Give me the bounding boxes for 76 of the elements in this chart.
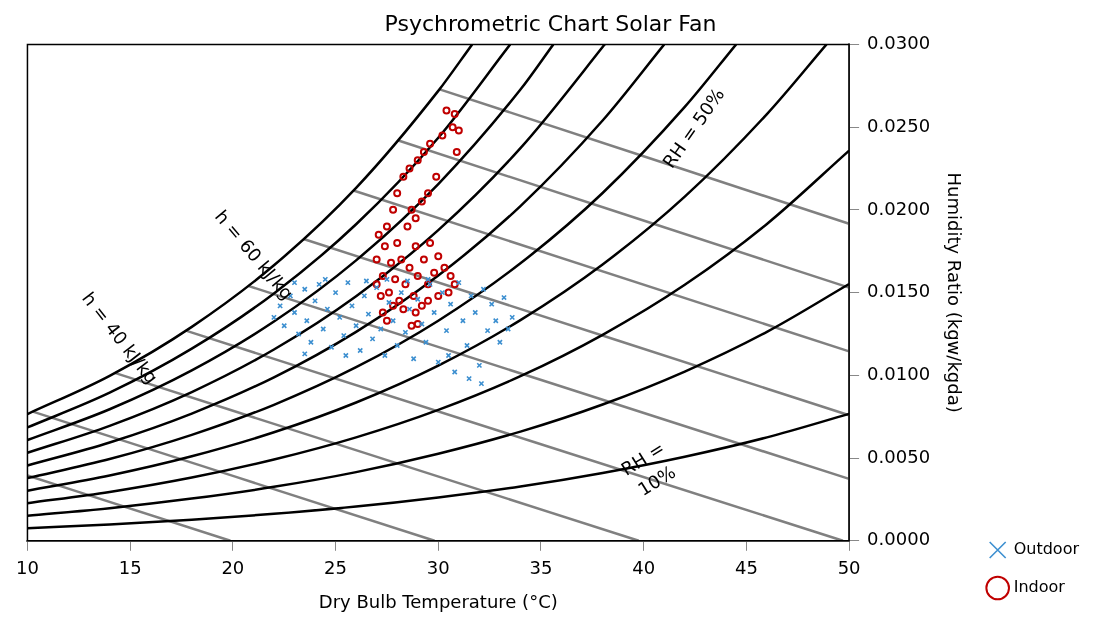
point	[380, 242, 389, 251]
point	[399, 305, 408, 314]
point	[384, 288, 393, 297]
point	[444, 288, 453, 297]
point	[419, 255, 428, 264]
y-tick-label: 0.0300	[867, 32, 931, 54]
x-tick-label: 25	[324, 557, 348, 579]
x-tick-label: 40	[632, 557, 656, 579]
point	[440, 263, 449, 272]
point	[407, 205, 416, 214]
point	[417, 197, 426, 206]
point	[426, 139, 435, 148]
point	[450, 280, 459, 289]
point	[409, 291, 418, 300]
point	[426, 238, 435, 247]
point	[395, 296, 404, 305]
point	[405, 164, 414, 173]
point	[389, 301, 398, 310]
point	[419, 147, 428, 156]
y-tick-label: 0.0200	[867, 197, 931, 219]
point	[446, 272, 455, 281]
x-tick-label: 35	[529, 557, 553, 579]
point	[438, 131, 447, 140]
x-tick-label: 30	[426, 557, 450, 579]
point	[434, 252, 443, 261]
point	[452, 147, 461, 156]
point	[376, 291, 385, 300]
point	[403, 222, 412, 231]
point	[397, 255, 406, 264]
point	[448, 123, 457, 132]
x-tick-label: 20	[221, 557, 245, 579]
point	[424, 296, 432, 305]
point	[454, 126, 463, 135]
y-tick-label: 0.0100	[867, 363, 931, 385]
point	[430, 268, 439, 277]
point	[411, 308, 420, 317]
point	[374, 230, 383, 239]
legend-label: Indoor	[1013, 577, 1066, 597]
point	[389, 205, 398, 214]
point	[382, 316, 391, 325]
x-tick-label: 15	[118, 557, 142, 579]
y-tick-label: 0.0000	[867, 528, 931, 550]
point	[450, 109, 459, 118]
point	[411, 214, 420, 223]
point	[413, 272, 422, 281]
point	[424, 189, 432, 198]
point	[378, 272, 387, 281]
x-tick-label: 45	[734, 557, 758, 579]
y-axis-title: Humidity Ratio (kgw/kgda)	[944, 172, 966, 413]
point	[372, 280, 381, 289]
x-axis-title: Dry Bulb Temperature (°C)	[318, 590, 558, 612]
point	[407, 321, 416, 330]
y-tick-label: 0.0050	[867, 445, 931, 467]
point	[393, 238, 402, 247]
point	[417, 301, 426, 310]
point	[442, 106, 451, 115]
legend-label: Outdoor	[1013, 539, 1080, 559]
y-tick-label: 0.0150	[867, 280, 931, 302]
chart-title: Psychrometric Chart Solar Fan	[384, 10, 717, 36]
point	[413, 156, 422, 165]
point	[399, 172, 408, 181]
point	[387, 258, 396, 267]
x-tick-label: 10	[16, 557, 39, 579]
point	[372, 255, 381, 264]
point	[401, 280, 410, 289]
point	[413, 320, 422, 329]
point	[393, 189, 402, 198]
point	[405, 263, 414, 272]
point	[411, 242, 420, 251]
point	[432, 172, 441, 181]
point	[391, 275, 400, 284]
point	[382, 222, 391, 231]
x-tick-label: 50	[837, 557, 861, 579]
point	[434, 291, 443, 300]
y-tick-label: 0.0250	[867, 114, 931, 136]
point	[378, 308, 387, 317]
